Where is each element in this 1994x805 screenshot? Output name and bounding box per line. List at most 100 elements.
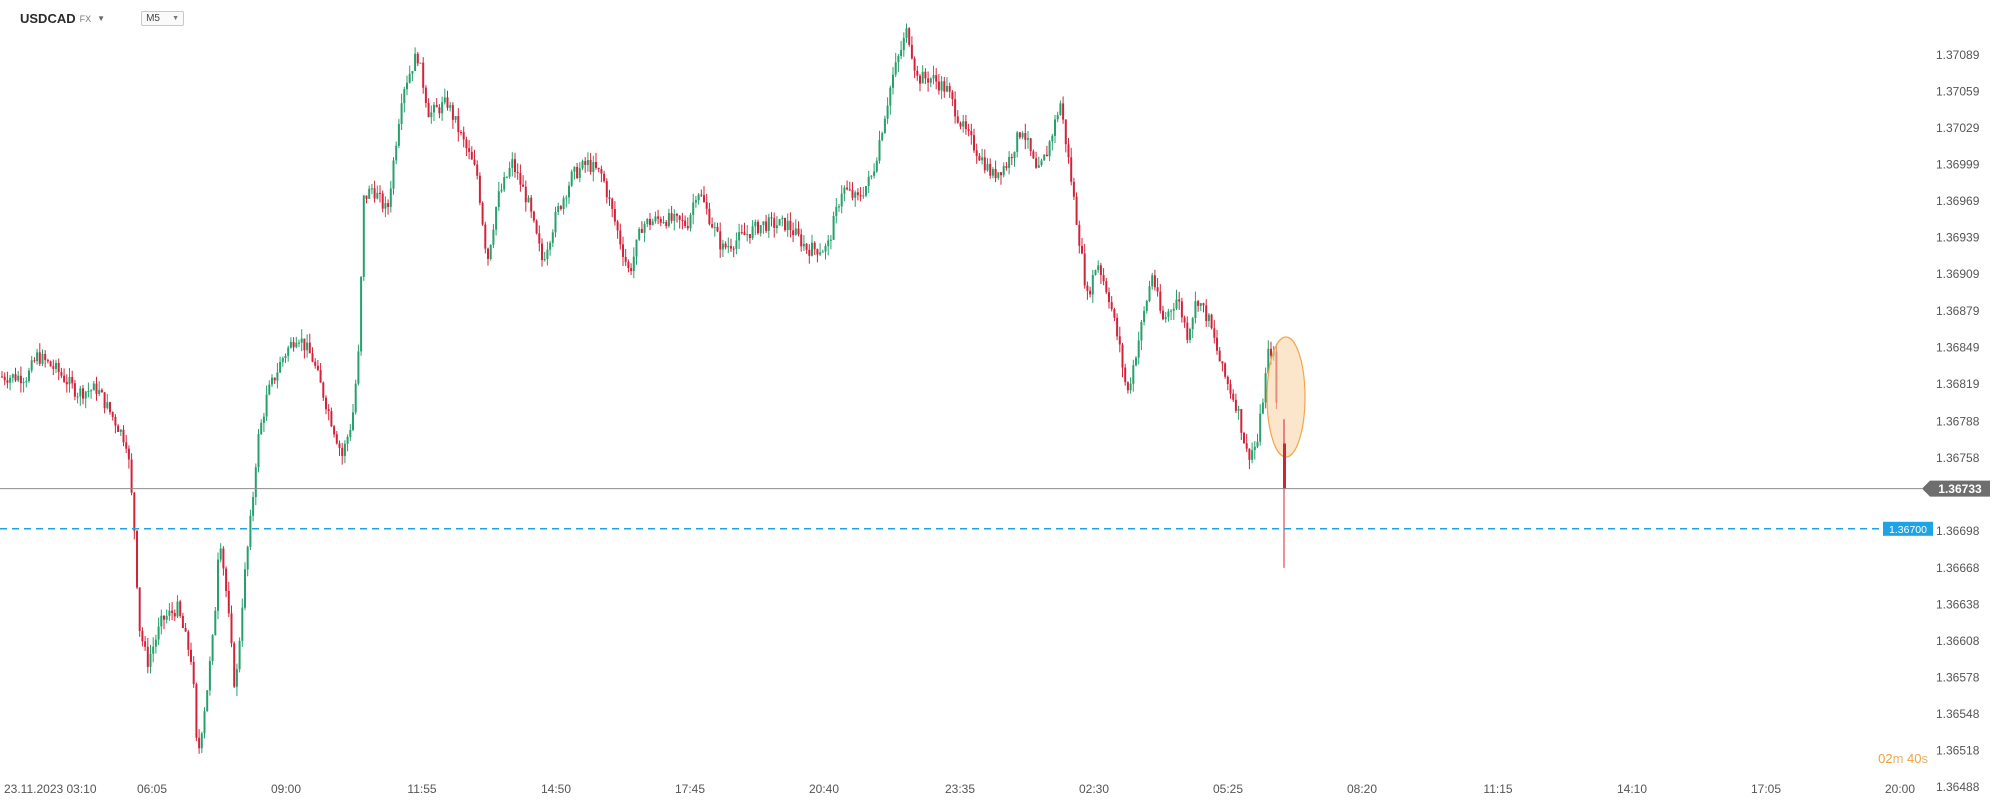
candle-body	[360, 277, 363, 352]
candle-body	[1143, 310, 1146, 322]
candle-body	[522, 184, 525, 187]
candle-body	[1140, 322, 1143, 341]
candle-body	[1078, 224, 1081, 246]
candle-body	[811, 242, 813, 256]
level-tag	[1883, 521, 1933, 536]
candle-body	[1005, 166, 1008, 168]
candle-body	[441, 102, 444, 114]
candle-body	[179, 601, 182, 616]
candle-body	[284, 355, 287, 358]
candle-body	[1113, 309, 1116, 318]
candle-body	[921, 71, 924, 84]
candle-body	[524, 186, 527, 203]
y-tick-label: 1.36879	[1936, 304, 1980, 318]
candle-body	[824, 246, 827, 252]
candle-body	[1043, 154, 1046, 161]
candle-body	[700, 194, 703, 196]
candle-body	[854, 192, 857, 198]
candle-body	[384, 203, 387, 209]
candle-body	[1175, 299, 1178, 309]
candle-body	[1018, 132, 1021, 138]
x-tick-label: 11:55	[407, 782, 436, 796]
candle-body	[271, 377, 273, 385]
candle-body	[476, 164, 479, 176]
instrument-header: USDCAD FX ▼ M5 ▼	[0, 0, 185, 36]
y-axis: 1.37089 1.37059 1.37029 1.36999 1.36969 1.369…	[1936, 48, 1980, 794]
candle-body	[946, 86, 948, 92]
candle-body	[71, 377, 74, 384]
candle-body	[792, 230, 795, 235]
candle-body	[46, 360, 49, 362]
candle-body	[605, 181, 608, 198]
candle-body	[956, 116, 959, 123]
candle-body	[748, 234, 751, 239]
candle-body	[541, 243, 543, 260]
x-tick-label: 14:50	[541, 782, 571, 796]
candle-body	[260, 422, 263, 435]
instrument-symbol[interactable]: USDCAD	[20, 10, 76, 26]
candle-body	[373, 188, 376, 199]
candle-body	[133, 492, 136, 531]
candle-body	[1054, 119, 1056, 136]
candle-body	[368, 188, 371, 199]
candle-body	[538, 233, 541, 244]
candle-body	[68, 377, 71, 385]
candle-body	[138, 587, 141, 631]
candle-body	[414, 53, 417, 72]
candle-body	[970, 130, 973, 136]
candle-body	[389, 188, 392, 207]
candle-body	[657, 216, 660, 219]
current-price-tag	[1922, 480, 1990, 497]
symbol-dropdown-icon[interactable]: ▼	[97, 13, 106, 23]
candle-body	[392, 160, 395, 189]
candle-body	[686, 226, 689, 229]
candle-body	[559, 206, 562, 209]
candle-body	[838, 206, 840, 208]
candle-body	[311, 353, 314, 362]
candle-body	[1121, 344, 1124, 368]
candle-body	[287, 347, 290, 356]
candle-body	[41, 354, 44, 364]
candle-body	[370, 188, 373, 190]
candle-body	[1256, 441, 1259, 447]
candle-body	[616, 221, 619, 231]
candle-body	[33, 360, 36, 362]
candle-body	[827, 240, 830, 247]
candle-body	[1013, 152, 1016, 159]
candle-body	[387, 203, 390, 207]
candle-body	[1067, 144, 1070, 158]
candle-body	[835, 206, 838, 216]
candle-body	[589, 160, 592, 172]
candle-body	[1172, 308, 1175, 311]
candle-body	[9, 377, 12, 383]
candle-body	[1202, 303, 1205, 306]
candle-body	[959, 122, 962, 127]
candle-body	[886, 105, 889, 119]
candle-body	[211, 635, 214, 661]
candle-body	[640, 229, 643, 233]
final-candle-body	[1283, 443, 1286, 489]
candle-body	[813, 242, 816, 250]
candle-body	[924, 71, 927, 79]
x-tick-label: 06:05	[137, 782, 167, 796]
candle-body	[1232, 393, 1235, 400]
candle-body	[338, 443, 341, 448]
candle-body	[1237, 409, 1240, 411]
candle-body	[973, 135, 975, 151]
candle-body	[619, 230, 622, 245]
candle-body	[694, 200, 697, 203]
x-axis: 23.11.2023 03:10 06:05 09:00 11:55 14:50 17:4…	[4, 782, 1915, 796]
candle-body	[948, 86, 951, 92]
candle-body	[1194, 301, 1197, 319]
timeframe-select[interactable]: M5 ▼	[141, 10, 185, 26]
candle-body	[478, 175, 481, 203]
candle-body	[1010, 157, 1013, 159]
x-tick-label: 17:45	[675, 782, 705, 796]
candle-body	[1207, 314, 1210, 321]
x-tick-label: 23:35	[945, 782, 975, 796]
candle-body	[241, 607, 244, 641]
candle-body	[1183, 317, 1186, 323]
candle-body	[573, 167, 576, 172]
candle-body	[1153, 275, 1156, 288]
